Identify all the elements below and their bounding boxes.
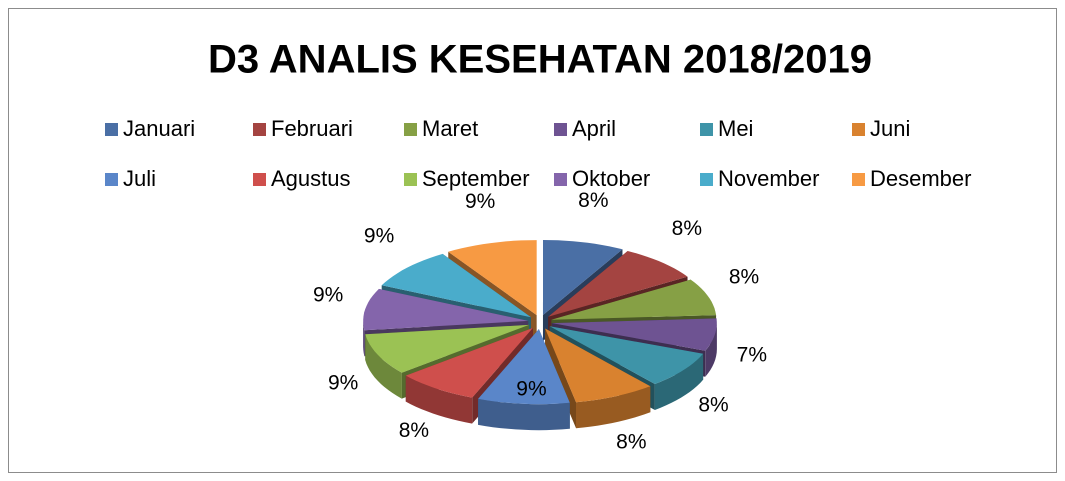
slice-side <box>365 334 402 399</box>
legend-label: Juli <box>123 166 156 191</box>
legend-swatch <box>852 173 865 186</box>
legend-swatch <box>105 173 118 186</box>
slice-side <box>576 386 651 429</box>
slice <box>365 324 529 373</box>
data-label: 9% <box>465 190 495 213</box>
data-label: 8% <box>672 217 702 240</box>
legend-label: Februari <box>271 116 353 141</box>
legend-label: Agustus <box>271 166 351 191</box>
legend-swatch <box>404 123 417 136</box>
data-label: 7% <box>737 343 767 366</box>
slice <box>405 327 533 398</box>
slice <box>549 326 704 384</box>
data-label: 9% <box>364 225 394 248</box>
data-label: 8% <box>729 266 759 289</box>
slice <box>381 253 531 318</box>
slice <box>551 318 717 351</box>
chart-title: D3 ANALIS KESEHATAN 2018/2019 <box>208 38 872 82</box>
legend-swatch <box>852 123 865 136</box>
legend-label: Desember <box>870 166 971 191</box>
slice <box>545 328 651 403</box>
slice <box>448 240 537 316</box>
legend-label: Januari <box>123 116 195 141</box>
slice-side <box>705 323 717 377</box>
legend-swatch <box>554 173 567 186</box>
legend-label: April <box>572 116 616 141</box>
legend-swatch <box>404 173 417 186</box>
slice <box>548 251 688 317</box>
legend-label: Juni <box>870 116 910 141</box>
slice-side <box>654 353 704 410</box>
legend-label: Oktober <box>572 166 650 191</box>
legend-swatch <box>700 123 713 136</box>
legend-swatch <box>253 123 266 136</box>
data-label: 9% <box>328 371 358 394</box>
data-label: 8% <box>698 393 728 416</box>
slice-side <box>478 398 570 431</box>
legend-swatch <box>105 123 118 136</box>
slice <box>551 279 717 320</box>
data-label: 9% <box>313 283 343 306</box>
slice <box>478 329 570 405</box>
data-label: 8% <box>616 430 646 453</box>
data-label: 8% <box>399 419 429 442</box>
legend-label: Maret <box>422 116 478 141</box>
slice <box>542 240 623 316</box>
legend-label: Mei <box>718 116 753 141</box>
legend-swatch <box>554 123 567 136</box>
legend-swatch <box>700 173 713 186</box>
legend-label: November <box>718 166 819 191</box>
slice-side <box>363 320 365 357</box>
slice-side <box>405 375 473 424</box>
legend-label: September <box>422 166 530 191</box>
slice <box>363 288 529 331</box>
data-label: 8% <box>578 189 608 212</box>
legend-swatch <box>253 173 266 186</box>
data-label: 9% <box>516 377 546 400</box>
